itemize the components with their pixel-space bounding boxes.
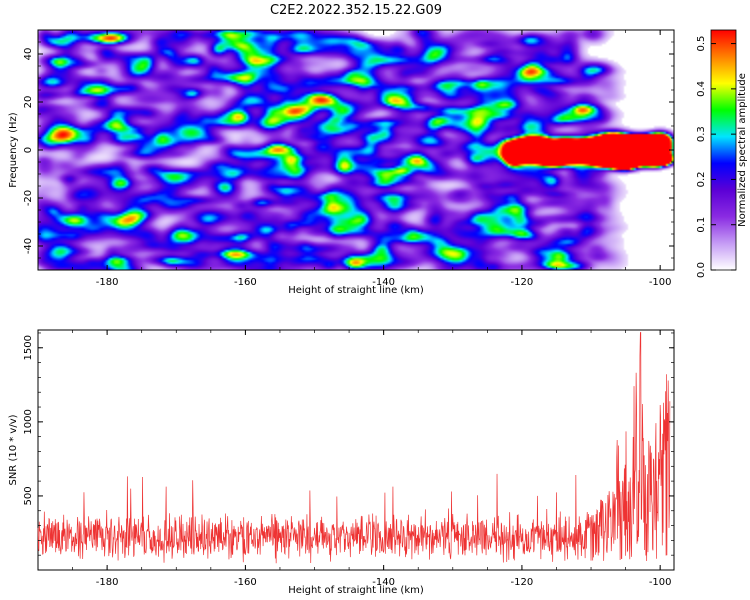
colorbar: 0.0 0.1 0.2 0.3 0.4 0.5 Normalized spectral a… [696,29,748,278]
x-tick-label: -180 [96,277,119,288]
y-tick-label: 20 [23,96,34,109]
spectrogram-xlabel: Height of straight line (km) [288,285,424,296]
x-tick-label: -100 [649,277,672,288]
y-tick-label: -40 [23,238,34,254]
snr-xlabel: Height of straight line (km) [288,585,424,596]
colorbar-label: Normalized spectral amplitude [737,73,748,227]
x-tick-label: -120 [511,277,534,288]
x-tick-label: -160 [234,577,257,588]
spectrogram-ylabel: Frequency (Hz) [8,112,19,188]
colorbar-tick-label: 0.3 [696,126,707,142]
spectrogram-x-ticks: -180 -160 -140 -120 -100 [37,30,672,288]
snr-frame [37,329,675,571]
y-tick-label: 500 [23,486,34,505]
snr-series-line [37,331,671,564]
x-tick-label: -180 [96,577,119,588]
y-tick-label: 1000 [23,409,34,434]
colorbar-tick-label: 0.4 [696,81,707,97]
colorbar-gradient [710,29,737,271]
colorbar-tick-label: 0.2 [696,171,707,187]
colorbar-tick-label: 0.5 [696,36,707,52]
spectrogram-y-ticks: -40 -20 0 20 40 [23,29,674,271]
x-tick-label: -140 [372,577,395,588]
x-tick-label: -100 [649,577,672,588]
spectrogram-heatmap [38,30,674,270]
y-tick-label: 40 [23,48,34,61]
x-tick-label: -140 [372,277,395,288]
colorbar-tick-label: 0.1 [696,217,707,233]
x-tick-label: -160 [234,277,257,288]
y-tick-label: 1500 [23,335,34,360]
y-tick-label: 0 [23,147,34,153]
snr-panel: -180 -160 -140 -120 -100 500 1000 1500 Height … [8,329,675,596]
snr-y-ticks: 500 1000 1500 [23,332,674,571]
spectrogram-panel: -180 -160 -140 -120 -100 -40 -20 0 20 40 Height … [8,29,675,296]
figure-title: C2E2.2022.352.15.22.G09 [270,3,442,18]
snr-x-ticks: -180 -160 -140 -120 -100 [37,330,672,588]
y-tick-label: -20 [23,190,34,206]
snr-ylabel: SNR (10 * v/v) [8,414,19,485]
x-tick-label: -120 [511,577,534,588]
colorbar-ticks: 0.0 0.1 0.2 0.3 0.4 0.5 [696,36,736,278]
colorbar-tick-label: 0.0 [696,262,707,278]
